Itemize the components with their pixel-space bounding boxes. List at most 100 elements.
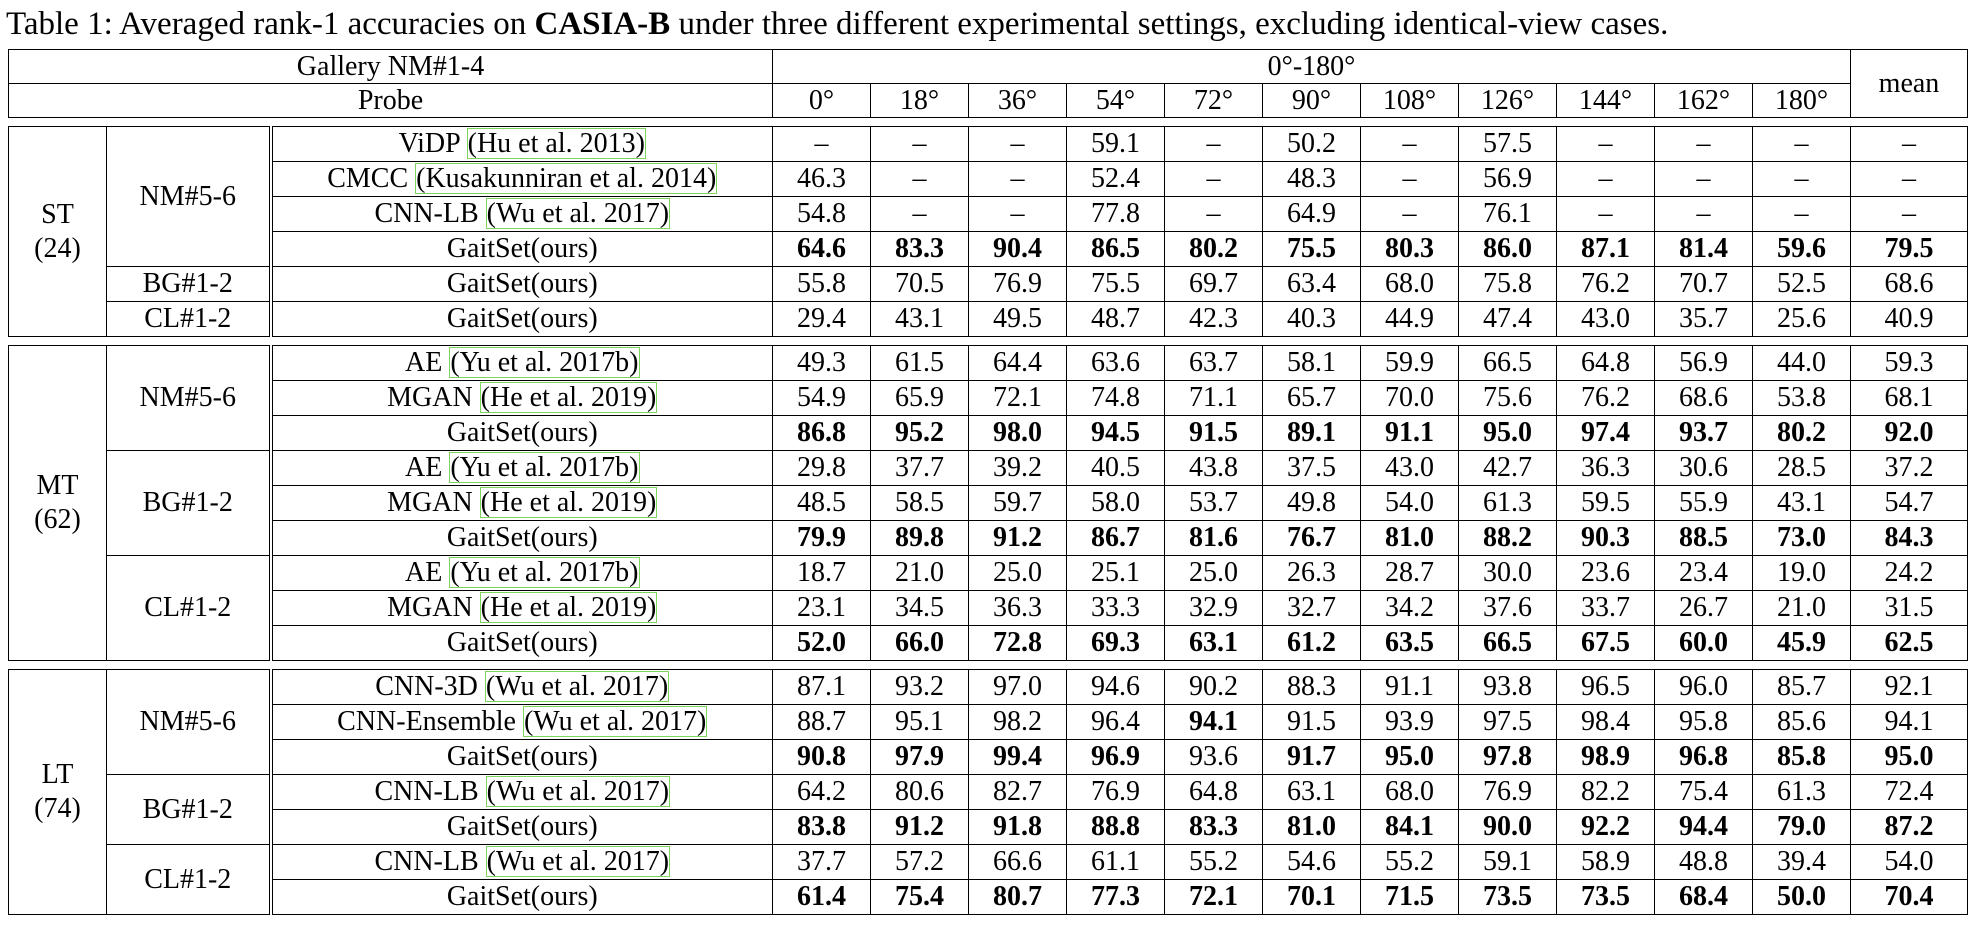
accuracy-cell: – bbox=[1556, 126, 1655, 162]
accuracy-cell: 32.9 bbox=[1164, 590, 1263, 626]
mean-value-cell: – bbox=[1850, 126, 1968, 162]
method-cell: MGAN (He et al. 2019) bbox=[270, 485, 773, 521]
accuracy-cell: 43.0 bbox=[1556, 301, 1655, 337]
mean-value-cell: 68.6 bbox=[1850, 266, 1968, 302]
method-cell: ViDP (Hu et al. 2013) bbox=[270, 126, 773, 162]
accuracy-cell: 99.4 bbox=[968, 739, 1067, 775]
citation-link[interactable]: (Yu et al. 2017b) bbox=[449, 557, 640, 588]
mean-value-cell: 59.3 bbox=[1850, 345, 1968, 381]
probe-cell: NM#5-6 bbox=[106, 669, 273, 775]
accuracy-cell: 23.1 bbox=[772, 590, 871, 626]
accuracy-cell: 71.1 bbox=[1164, 380, 1263, 416]
accuracy-cell: 65.9 bbox=[870, 380, 969, 416]
accuracy-cell: 86.5 bbox=[1066, 231, 1165, 267]
accuracy-cell: 68.6 bbox=[1654, 380, 1753, 416]
accuracy-cell: 76.7 bbox=[1262, 520, 1361, 556]
accuracy-cell: 91.2 bbox=[870, 809, 969, 845]
citation-link[interactable]: (He et al. 2019) bbox=[479, 592, 658, 623]
table-caption: Table 1: Averaged rank-1 accuracies on C… bbox=[6, 2, 1976, 46]
citation-link[interactable]: (Kusakunniran et al. 2014) bbox=[415, 163, 718, 194]
method-name: MGAN bbox=[387, 592, 480, 623]
table-row: GaitSet(ours) 64.6 83.3 90.4 86.5 80.2 75.5 80.… bbox=[9, 231, 1968, 267]
method-cell: CNN-Ensemble (Wu et al. 2017) bbox=[270, 704, 773, 740]
method-name: CMCC bbox=[327, 163, 416, 194]
accuracy-cell: 80.6 bbox=[870, 774, 969, 810]
accuracy-cell: 64.9 bbox=[1262, 196, 1361, 232]
method-name: MGAN bbox=[387, 382, 480, 413]
accuracy-cell: 23.6 bbox=[1556, 555, 1655, 591]
accuracy-cell: 37.7 bbox=[772, 844, 871, 880]
citation-link[interactable]: (He et al. 2019) bbox=[479, 487, 658, 518]
accuracy-cell: – bbox=[1164, 161, 1263, 197]
accuracy-cell: 98.9 bbox=[1556, 739, 1655, 775]
accuracy-cell: 76.1 bbox=[1458, 196, 1557, 232]
probe-cell: NM#5-6 bbox=[106, 126, 273, 267]
angle-header: 54° bbox=[1066, 83, 1165, 118]
accuracy-cell: 52.5 bbox=[1752, 266, 1851, 302]
accuracy-cell: 89.8 bbox=[870, 520, 969, 556]
accuracy-cell: – bbox=[968, 126, 1067, 162]
accuracy-cell: 43.1 bbox=[1752, 485, 1851, 521]
accuracy-cell: – bbox=[1556, 196, 1655, 232]
accuracy-cell: 96.0 bbox=[1654, 669, 1753, 705]
results-table: Gallery NM#1-4 0°-180° mean Probe 0° 18° 3… bbox=[8, 49, 1968, 915]
accuracy-cell: 88.8 bbox=[1066, 809, 1165, 845]
citation-link[interactable]: (Wu et al. 2017) bbox=[484, 671, 670, 702]
table-row: MT (62) NM#5-6 AE (Yu et al. 2017b) 49.3 61.5… bbox=[8, 345, 1968, 661]
accuracy-cell: 58.1 bbox=[1262, 345, 1361, 381]
citation-link[interactable]: (Wu et al. 2017) bbox=[485, 776, 671, 807]
method-name: GaitSet(ours) bbox=[446, 233, 598, 264]
accuracy-cell: 33.3 bbox=[1066, 590, 1165, 626]
citation-link[interactable]: (Hu et al. 2013) bbox=[466, 128, 646, 159]
accuracy-cell: 70.7 bbox=[1654, 266, 1753, 302]
accuracy-cell: 95.0 bbox=[1458, 415, 1557, 451]
accuracy-cell: 79.0 bbox=[1752, 809, 1851, 845]
accuracy-cell: 80.2 bbox=[1752, 415, 1851, 451]
accuracy-cell: 56.9 bbox=[1654, 345, 1753, 381]
citation-link[interactable]: (Wu et al. 2017) bbox=[522, 706, 708, 737]
accuracy-cell: 81.4 bbox=[1654, 231, 1753, 267]
table-row: MGAN (He et al. 2019) 23.1 34.5 36.3 33.3 32.… bbox=[9, 590, 1968, 626]
setting-count: (24) bbox=[34, 232, 81, 264]
accuracy-cell: 58.0 bbox=[1066, 485, 1165, 521]
accuracy-cell: 91.5 bbox=[1164, 415, 1263, 451]
accuracy-cell: 43.8 bbox=[1164, 450, 1263, 486]
section-spacer-cell bbox=[8, 336, 1968, 346]
citation-link[interactable]: (Yu et al. 2017b) bbox=[449, 452, 640, 483]
method-name: AE bbox=[404, 557, 450, 588]
accuracy-cell: 87.1 bbox=[772, 669, 871, 705]
mean-value-cell: 31.5 bbox=[1850, 590, 1968, 626]
accuracy-cell: 61.1 bbox=[1066, 844, 1165, 880]
accuracy-cell: 76.9 bbox=[1066, 774, 1165, 810]
mean-value-cell: 68.1 bbox=[1850, 380, 1968, 416]
method-cell: CNN-LB (Wu et al. 2017) bbox=[270, 844, 773, 880]
accuracy-cell: – bbox=[968, 161, 1067, 197]
accuracy-cell: 96.8 bbox=[1654, 739, 1753, 775]
angle-range-header: 0°-180° bbox=[772, 49, 1851, 84]
angle-header: 72° bbox=[1164, 83, 1263, 118]
table-row: GaitSet(ours) 86.8 95.2 98.0 94.5 91.5 89.1 91.… bbox=[9, 415, 1968, 451]
accuracy-cell: 79.9 bbox=[772, 520, 871, 556]
accuracy-cell: 94.6 bbox=[1066, 669, 1165, 705]
method-name: MGAN bbox=[387, 487, 480, 518]
citation-link[interactable]: (Wu et al. 2017) bbox=[485, 198, 671, 229]
table-row: CNN-LB (Wu et al. 2017) 54.8– –77.8–64.9–7… bbox=[9, 196, 1968, 232]
accuracy-cell: 96.5 bbox=[1556, 669, 1655, 705]
setting-count: (62) bbox=[34, 504, 81, 535]
accuracy-cell: 94.4 bbox=[1654, 809, 1753, 845]
accuracy-cell: 48.5 bbox=[772, 485, 871, 521]
method-name: CNN-Ensemble bbox=[337, 706, 523, 737]
accuracy-cell: 98.4 bbox=[1556, 704, 1655, 740]
accuracy-cell: – bbox=[772, 126, 871, 162]
citation-link[interactable]: (He et al. 2019) bbox=[479, 382, 658, 413]
citation-link[interactable]: (Yu et al. 2017b) bbox=[449, 347, 640, 378]
method-name: GaitSet(ours) bbox=[446, 303, 598, 334]
accuracy-cell: – bbox=[1164, 126, 1263, 162]
method-name: CNN-LB bbox=[374, 776, 486, 807]
accuracy-cell: 61.3 bbox=[1752, 774, 1851, 810]
accuracy-cell: 32.7 bbox=[1262, 590, 1361, 626]
citation-link[interactable]: (Wu et al. 2017) bbox=[485, 846, 671, 877]
accuracy-cell: 53.7 bbox=[1164, 485, 1263, 521]
accuracy-cell: 28.7 bbox=[1360, 555, 1459, 591]
accuracy-cell: 50.2 bbox=[1262, 126, 1361, 162]
